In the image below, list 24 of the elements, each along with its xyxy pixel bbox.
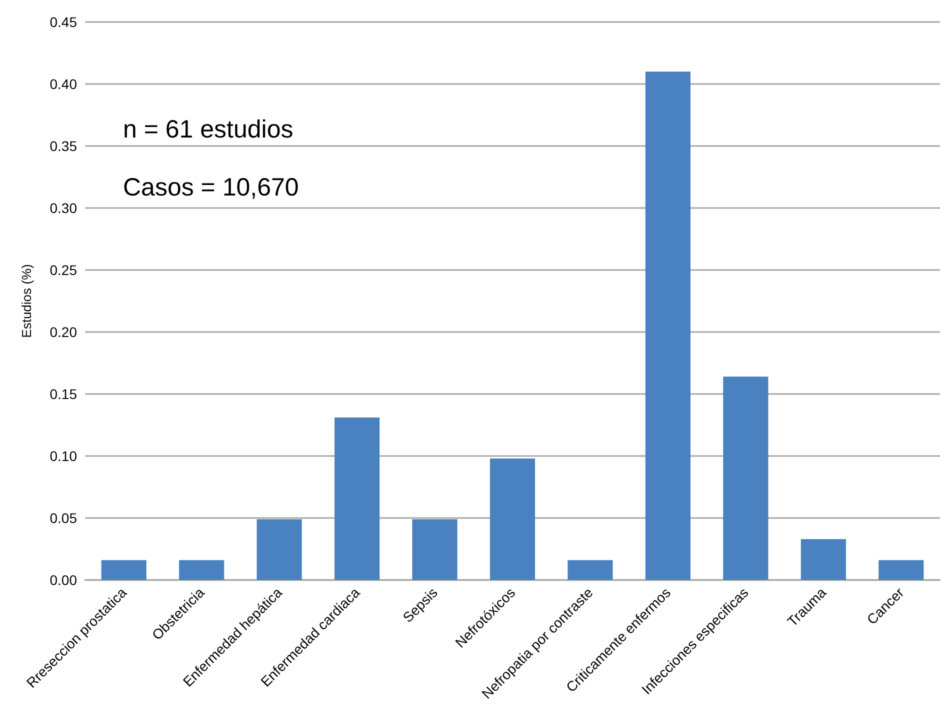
bar — [179, 560, 224, 580]
bar — [412, 519, 458, 580]
annotation: Casos = 10,670 — [123, 174, 299, 202]
bar — [723, 376, 768, 580]
y-tick-label: 0.25 — [50, 262, 78, 278]
annotation: n = 61 estudios — [123, 116, 294, 144]
y-tick-label: 0.15 — [50, 386, 78, 402]
bar — [490, 458, 536, 580]
y-tick-label: 0.05 — [50, 510, 78, 526]
bar — [256, 519, 302, 580]
y-tick-label: 0.45 — [50, 14, 78, 30]
y-axis-title: Estudios (%) — [19, 264, 34, 338]
bar — [800, 539, 846, 580]
bar — [645, 72, 690, 580]
y-tick-label: 0.00 — [50, 572, 78, 588]
y-tick-label: 0.35 — [50, 138, 78, 154]
y-tick-label: 0.10 — [50, 448, 78, 464]
y-tick-label: 0.30 — [50, 200, 78, 216]
bar — [568, 560, 613, 580]
y-tick-label: 0.40 — [50, 76, 78, 92]
bar — [878, 560, 924, 580]
y-tick-label: 0.20 — [50, 324, 78, 340]
bar — [101, 560, 146, 580]
bar — [334, 418, 380, 580]
